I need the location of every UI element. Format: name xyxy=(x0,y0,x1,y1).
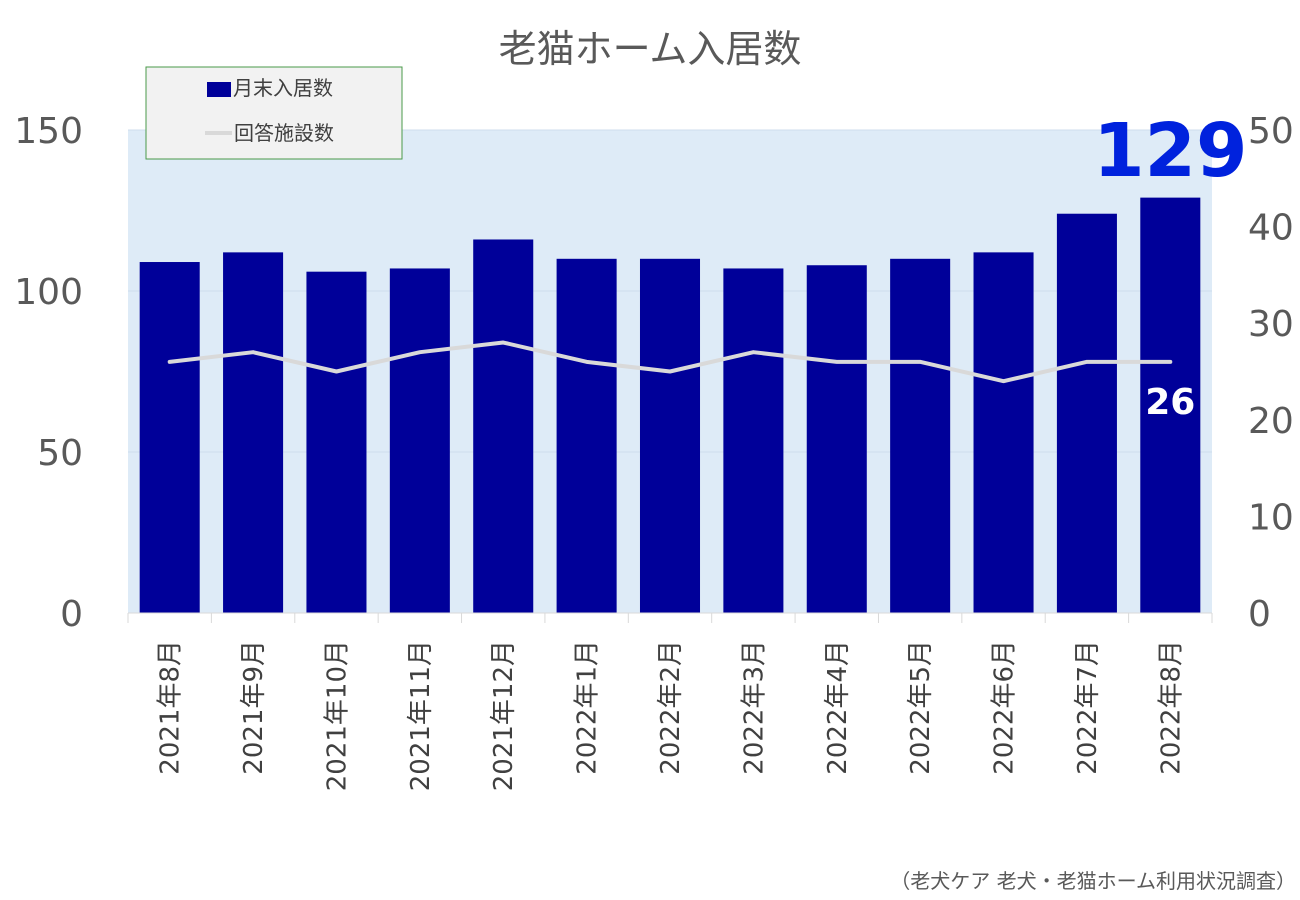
x-axis-category-label: 2021年10月 xyxy=(322,640,352,791)
right-axis-tick-label: 40 xyxy=(1248,208,1294,249)
line-point xyxy=(1002,379,1006,383)
x-axis-category-label: 2022年3月 xyxy=(739,640,769,775)
bar xyxy=(890,258,951,613)
x-axis-category-label: 2021年12月 xyxy=(489,640,519,791)
bar xyxy=(223,252,284,614)
line-point xyxy=(751,350,755,354)
line-point xyxy=(168,360,172,364)
line-point xyxy=(334,370,338,373)
legend-box xyxy=(145,66,403,160)
chart-title: 老猫ホーム入居数 xyxy=(499,27,802,71)
bar xyxy=(806,265,867,613)
bar xyxy=(723,268,784,613)
bar xyxy=(139,262,200,613)
x-axis-category-label: 2022年1月 xyxy=(573,640,603,775)
legend: 月末入居数 回答施設数 xyxy=(145,66,403,160)
line-point xyxy=(501,341,505,345)
line-point xyxy=(668,370,672,373)
bar xyxy=(1140,197,1201,613)
axes: 0 50 100 150 0 10 20 30 40 50 2021年8月 2021年9月 2021年1… xyxy=(14,111,1294,791)
line-point xyxy=(1085,360,1089,364)
x-axis-category-label: 2022年4月 xyxy=(823,640,853,775)
x-axis-category-label: 2021年11月 xyxy=(406,640,436,791)
x-axis-category-label: 2022年6月 xyxy=(990,640,1020,775)
bar xyxy=(1056,213,1117,613)
line-point xyxy=(835,360,839,364)
line-point xyxy=(251,350,255,354)
line-point xyxy=(585,360,589,364)
x-axis-category-label: 2022年2月 xyxy=(656,640,686,775)
source-note: （老犬ケア 老犬・老猫ホーム利用状況調査） xyxy=(890,869,1296,893)
legend-bar-swatch xyxy=(207,82,231,97)
x-axis-category-label: 2021年9月 xyxy=(239,640,269,775)
bar xyxy=(306,271,367,613)
line-last-value-label: 26 xyxy=(1145,382,1195,423)
bar xyxy=(473,239,534,614)
legend-bar-label: 月末入居数 xyxy=(233,76,333,100)
bar-series xyxy=(139,197,1201,614)
line-series xyxy=(167,340,1173,384)
bar xyxy=(556,258,617,613)
bar xyxy=(973,252,1034,614)
line-point xyxy=(918,360,922,364)
right-axis-tick-label: 10 xyxy=(1248,497,1294,538)
x-axis-category-label: 2021年8月 xyxy=(156,640,186,775)
bar xyxy=(639,258,701,613)
right-axis-tick-label: 20 xyxy=(1248,401,1294,442)
right-axis-tick-label: 50 xyxy=(1248,111,1294,152)
x-axis-category-label: 2022年7月 xyxy=(1073,640,1103,775)
line-point xyxy=(1168,360,1172,364)
left-axis-tick-label: 0 xyxy=(60,594,83,635)
left-axis-tick-label: 150 xyxy=(14,111,83,152)
bar xyxy=(389,268,450,613)
x-axis-category-label: 2022年8月 xyxy=(1156,640,1186,775)
line-point xyxy=(418,350,422,354)
left-axis-tick-label: 100 xyxy=(14,272,83,313)
right-axis-tick-label: 0 xyxy=(1248,594,1271,635)
legend-line-label: 回答施設数 xyxy=(234,121,334,145)
right-axis-tick-label: 30 xyxy=(1248,304,1294,345)
data-labels: 129 26 xyxy=(1093,108,1247,423)
x-axis-category-label: 2022年5月 xyxy=(906,640,936,775)
bar-last-value-label: 129 xyxy=(1093,108,1247,194)
left-axis-tick-label: 50 xyxy=(37,433,83,474)
